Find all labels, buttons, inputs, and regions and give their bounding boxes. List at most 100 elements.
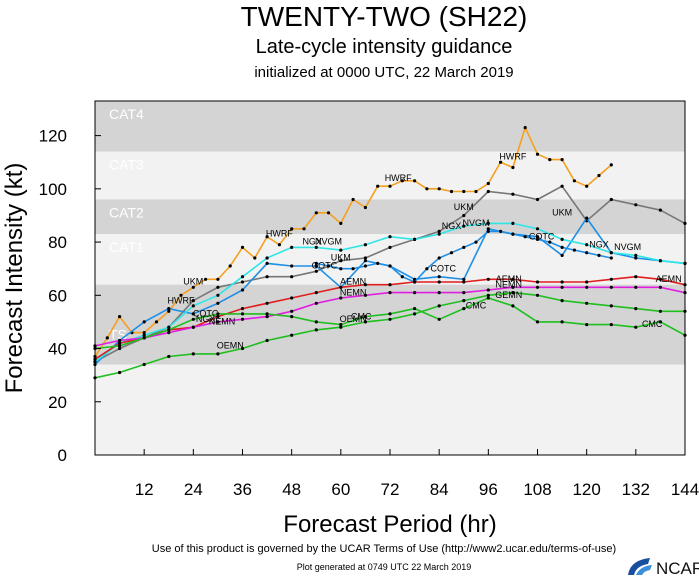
point-gemn [413, 312, 417, 316]
point-cmc [486, 296, 490, 300]
model-label-hwrf: HWRF [266, 229, 293, 239]
model-label-nvgm: NVGM [463, 218, 490, 228]
x-tick-label: 84 [430, 480, 449, 499]
point-gemn [314, 328, 318, 332]
point-hwrf [548, 158, 552, 162]
point-aemn [560, 280, 564, 284]
point-gemn [118, 370, 122, 375]
point-cotc [314, 261, 318, 265]
point-hwrf [142, 331, 146, 335]
point-hwrf [609, 163, 613, 167]
point-gemn [437, 304, 441, 308]
point-gemn [93, 376, 97, 380]
point-hwrf [425, 187, 429, 191]
point-hwrf [240, 245, 245, 249]
axes: 12 24 36 48 60 72 84 96 108 120 132 144 0 20 40 60 80 100… [39, 127, 699, 499]
point-gemn [511, 291, 515, 295]
point-gemn [462, 299, 466, 303]
model-label-oemn: OEMN [217, 341, 244, 351]
point-hwrf [449, 189, 454, 194]
point-hwrf [572, 179, 577, 183]
band-label-cat1: CAT1 [109, 239, 144, 255]
point-ngx [290, 264, 294, 268]
point-ngx [93, 362, 97, 367]
point-cotc [339, 267, 343, 271]
point-cmc [216, 312, 220, 316]
x-tick-label: 60 [331, 480, 350, 499]
point-nemn [658, 285, 663, 289]
point-nemn [167, 331, 171, 335]
y-tick-label: 100 [39, 180, 67, 199]
point-aemn [511, 277, 515, 281]
model-label-ukm: UKM [183, 277, 203, 287]
model-label-cotc: COTC [193, 309, 219, 319]
point-hwrf [499, 160, 503, 164]
point-nemn [585, 285, 589, 289]
point-gemn [240, 346, 245, 351]
point-aemn [388, 283, 392, 287]
point-ukm [560, 184, 564, 188]
point-ngx [240, 288, 245, 292]
point-ukm [191, 299, 195, 303]
point-nvgm [511, 221, 515, 225]
point-nemn [486, 288, 490, 292]
series-lines [93, 125, 687, 380]
point-cmc [240, 312, 245, 316]
point-gemn [634, 307, 638, 311]
model-label-aemn: AEMN [656, 274, 682, 284]
point-cotc [597, 253, 601, 257]
point-nvgm [634, 253, 638, 257]
band-label-cat3: CAT3 [109, 157, 144, 173]
point-hwrf [191, 285, 195, 289]
point-cmc [560, 320, 564, 324]
y-axis-title: Forecast Intensity (kt) [1, 163, 28, 394]
point-nemn [118, 338, 122, 343]
band-cat1 [95, 234, 685, 285]
y-tick-label: 80 [48, 233, 67, 252]
point-ukm [437, 229, 441, 233]
point-cmc [339, 323, 343, 327]
x-tick-label: 72 [381, 480, 400, 499]
point-aemn [240, 307, 245, 311]
point-ngx [437, 275, 441, 279]
point-cotc [462, 245, 466, 249]
point-gemn [585, 301, 589, 305]
model-label-ukm: UKM [552, 208, 572, 218]
point-ukm [511, 192, 515, 196]
point-cmc [511, 304, 515, 308]
model-label-hwrf: HWRF [385, 173, 412, 183]
x-tick-label: 108 [523, 480, 551, 499]
point-hwrf [437, 187, 441, 191]
point-cmc [265, 312, 269, 316]
point-ngx [462, 277, 466, 281]
point-cmc [585, 323, 589, 327]
point-aemn [462, 280, 466, 284]
point-hwrf [388, 184, 392, 188]
y-tick-label: 40 [48, 340, 67, 359]
x-tick-label: 36 [233, 480, 252, 499]
model-label-nemn: NEMN [209, 317, 236, 327]
point-aemn [216, 315, 220, 319]
point-aemn [585, 280, 589, 284]
point-nvgm [142, 333, 146, 337]
point-ngx [486, 227, 490, 231]
point-aemn [609, 277, 613, 281]
point-hwrf [290, 227, 294, 231]
point-cotc [449, 251, 454, 255]
point-hwrf [511, 165, 515, 170]
point-cotc [548, 240, 552, 244]
point-hwrf [560, 158, 564, 162]
point-gemn [535, 293, 540, 297]
point-ukm [486, 189, 490, 194]
point-ukm [609, 197, 613, 202]
point-cotc [499, 229, 503, 233]
point-nvgm [167, 325, 171, 329]
point-hwrf [523, 126, 527, 130]
point-cmc [535, 320, 540, 324]
point-cotc [388, 264, 392, 268]
point-aemn [658, 277, 663, 281]
y-tick-label: 120 [39, 127, 67, 146]
point-ukm [535, 197, 540, 202]
point-nvgm [683, 261, 687, 265]
point-cotc [474, 240, 478, 244]
